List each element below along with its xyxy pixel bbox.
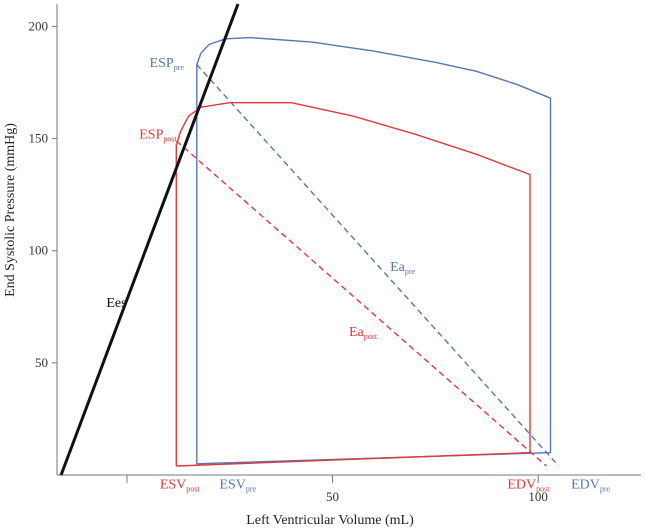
x-axis-label: Left Ventricular Volume (mL) — [246, 513, 414, 528]
series-pre — [196, 36, 552, 465]
label-esp-pre: ESPpre — [150, 56, 185, 72]
plot-area — [59, 3, 560, 476]
axes: 50 100 150 200 50 100 — [29, 4, 641, 504]
y-axis-label: End Systolic Pressure (mmHg) — [3, 123, 18, 297]
y-tick-label: 50 — [35, 355, 48, 370]
label-edv-pre: EDVpre — [571, 477, 610, 493]
x-tick-label: 100 — [528, 489, 548, 504]
label-esp-post: ESPpost — [139, 128, 177, 144]
series-ees — [59, 3, 240, 476]
label-ees: Ees — [106, 296, 126, 311]
y-tick-label: 150 — [29, 131, 49, 146]
series-post — [175, 101, 531, 467]
annotations: ESPpre ESPpost Ees Eapre Eapost ESVpost ESVpre… — [106, 56, 610, 494]
series-eapost — [175, 140, 547, 467]
label-esv-pre: ESVpre — [219, 477, 256, 493]
x-tick-label: 50 — [326, 489, 339, 504]
series-eapre — [196, 64, 560, 467]
label-esv-post: ESVpost — [160, 477, 201, 493]
label-edv-post: EDVpost — [507, 477, 550, 493]
label-ea-post: Eapost — [349, 325, 378, 341]
y-tick-label: 100 — [29, 243, 49, 258]
y-tick-label: 200 — [29, 18, 49, 33]
label-ea-pre: Eapre — [390, 260, 415, 276]
